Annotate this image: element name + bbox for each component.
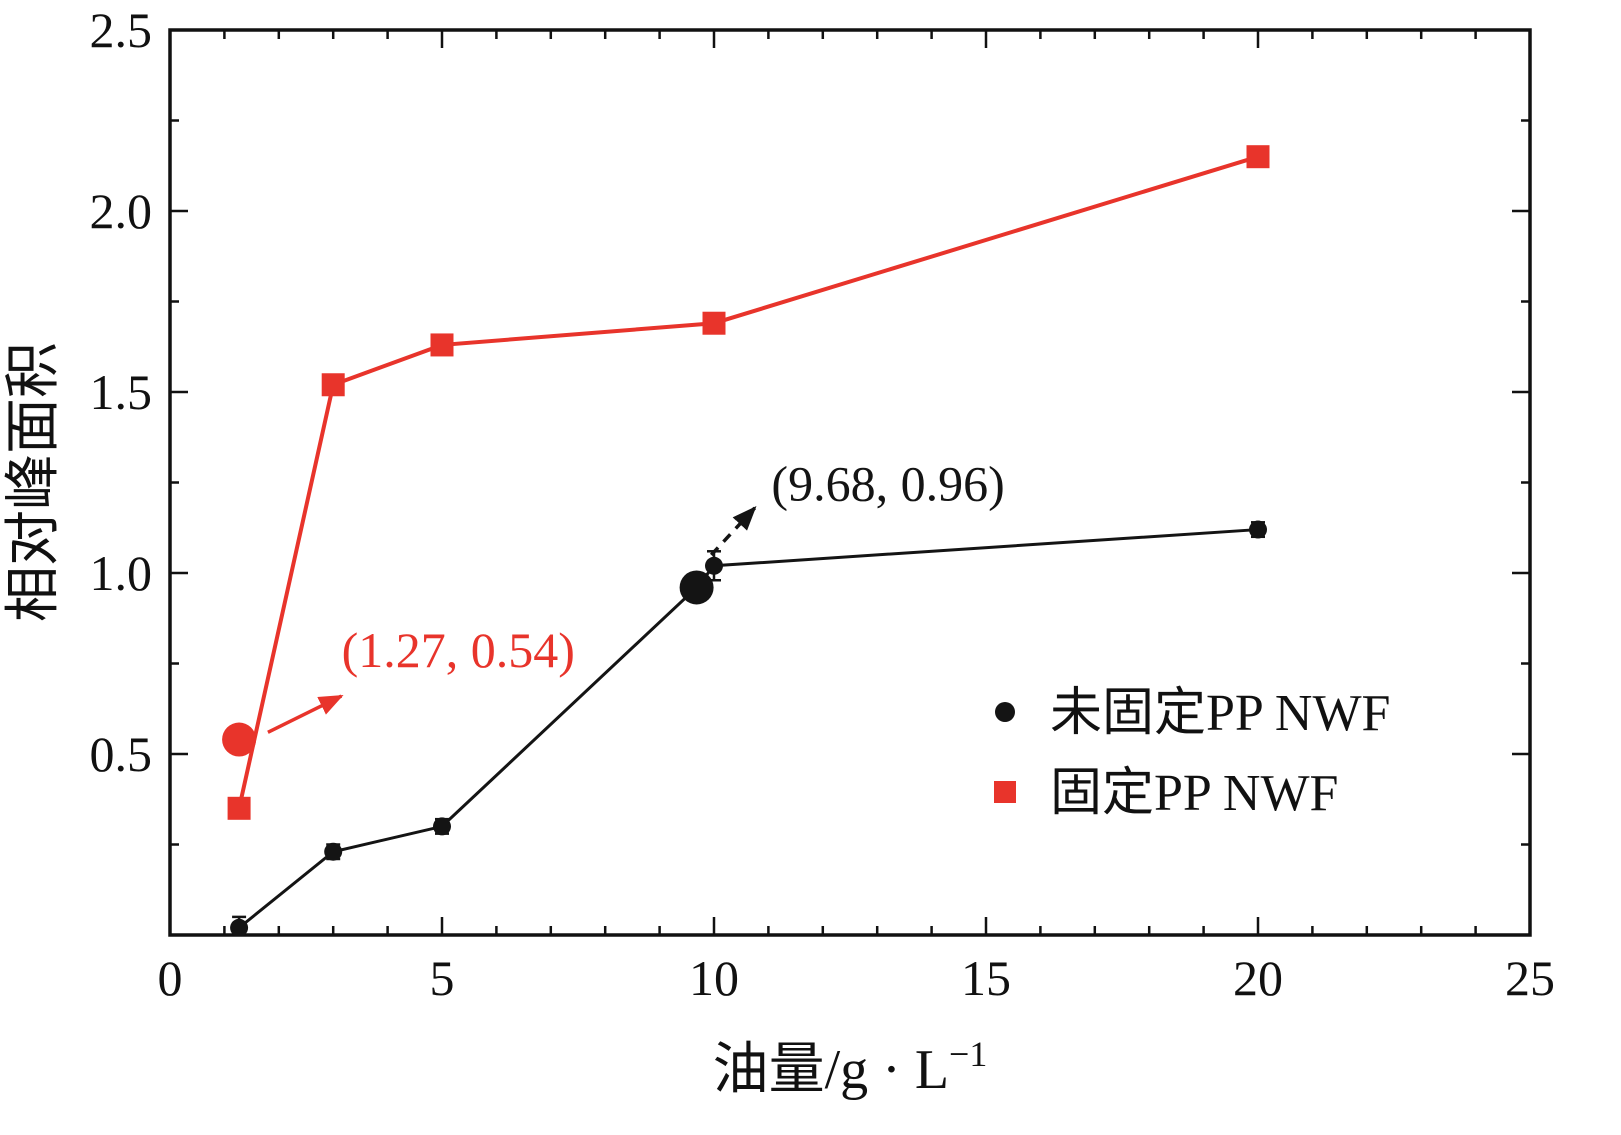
series-line — [238, 528, 1259, 929]
y-tick-label: 1.5 — [90, 364, 153, 420]
x-tick-label: 25 — [1505, 950, 1555, 1006]
y-tick-label: 2.0 — [90, 183, 153, 239]
data-point-highlight — [222, 722, 257, 757]
annotation-text: (9.68, 0.96) — [771, 456, 1004, 512]
y-axis-label: 相对峰面积 — [3, 342, 65, 622]
data-point — [1246, 145, 1270, 169]
y-tick-label: 1.0 — [90, 545, 153, 601]
data-point — [230, 918, 249, 936]
data-point — [321, 373, 345, 397]
x-axis-label-superscript: −1 — [949, 1034, 987, 1074]
data-point — [430, 333, 454, 357]
legend-item: 固定PP NWF — [994, 765, 1338, 822]
x-axis-label: 油量/g · L−1 — [713, 1034, 988, 1101]
data-point — [227, 796, 251, 820]
annotation-text: (1.27, 0.54) — [342, 622, 575, 678]
series-0 — [230, 520, 1267, 936]
annotation-arrow — [709, 506, 757, 557]
data-point — [324, 842, 343, 861]
x-tick-label: 15 — [961, 950, 1011, 1006]
legend-square-marker — [994, 781, 1016, 803]
data-point — [433, 817, 451, 836]
data-point-highlight — [679, 570, 714, 605]
data-point — [702, 311, 726, 335]
x-axis-label-base: 油量/g · L — [713, 1039, 949, 1101]
chart-layer: 0 5 10 15 20 25 0.5 1.0 1.5 2.0 2.5 (1.27, 0.54) (9.… — [90, 2, 1556, 1006]
legend-label: 固定PP NWF — [1050, 765, 1338, 822]
x-tick-label: 5 — [430, 950, 455, 1006]
x-tick-label: 0 — [158, 950, 183, 1006]
annotation-arrow — [267, 694, 344, 734]
y-tick-label: 0.5 — [90, 726, 153, 782]
legend-circle-marker — [995, 702, 1015, 722]
series-1 — [222, 145, 1270, 820]
data-point — [705, 556, 723, 575]
x-tick-label: 20 — [1233, 950, 1283, 1006]
y-tick-label: 2.5 — [90, 2, 153, 58]
legend-item: 未固定PP NWF — [995, 685, 1390, 742]
x-tick-label: 10 — [689, 950, 739, 1006]
legend-label: 未固定PP NWF — [1050, 685, 1390, 742]
data-point — [1249, 520, 1267, 539]
